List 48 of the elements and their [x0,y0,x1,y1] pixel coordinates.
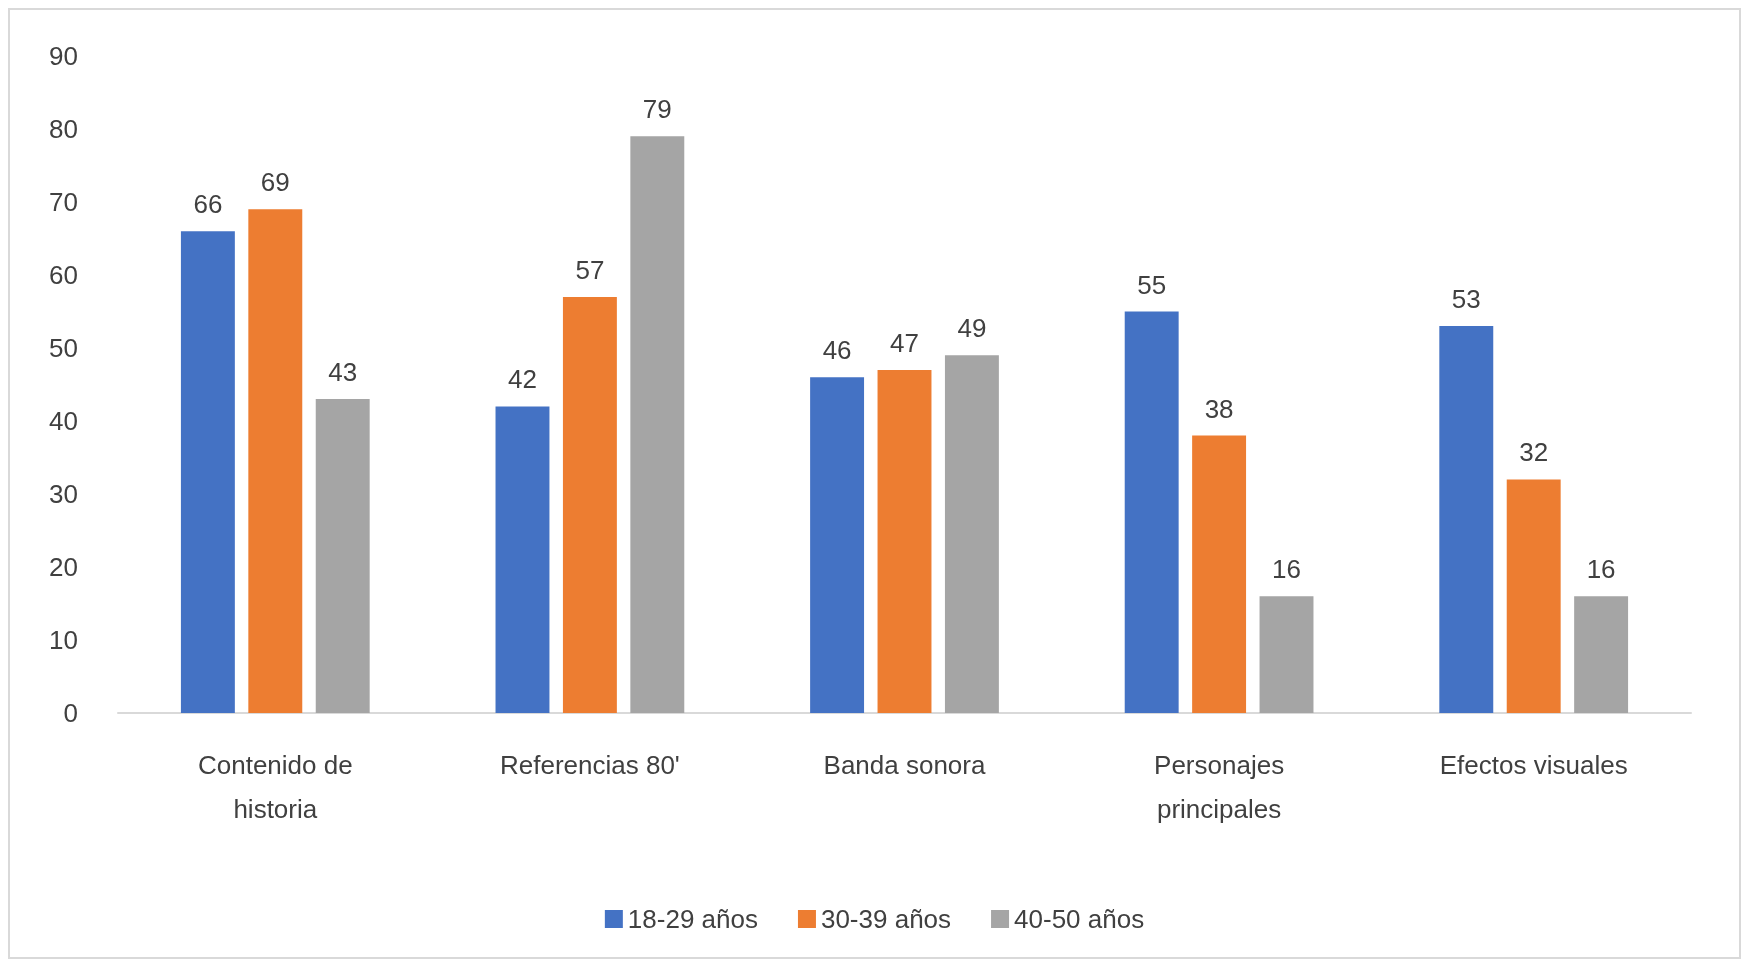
bar [630,136,685,713]
bar [1259,596,1314,713]
data-label: 43 [328,357,358,388]
bar [562,296,617,713]
bar [1192,435,1247,713]
bar [495,406,550,713]
data-label: 47 [890,327,919,358]
y-tick-label: 20 [49,552,78,582]
y-tick-label: 50 [49,333,78,363]
data-label: 32 [1519,437,1549,468]
y-tick-label: 40 [49,406,78,436]
bar [180,231,235,713]
data-label: 69 [260,167,290,198]
data-label: 46 [822,335,852,366]
y-tick-label: 80 [49,114,78,144]
x-tick-label: Efectos visuales [1439,750,1628,780]
legend-label: 40-50 años [1014,904,1145,934]
y-tick-label: 90 [49,41,78,71]
y-tick-label: 30 [49,479,78,509]
data-label: 38 [1204,393,1234,424]
bar [810,377,865,713]
x-tick-label: Personajes principales [1154,750,1285,824]
x-tick-label: Contenido de historia [197,750,353,824]
bar [1574,596,1629,713]
bar [1124,311,1179,713]
bar [944,355,999,713]
x-tick-label: Referencias 80' [499,750,680,780]
y-tick-label: 10 [49,625,78,655]
bar [248,209,303,713]
data-label: 53 [1451,284,1481,315]
y-tick-label: 60 [49,260,78,290]
x-tick-label: Banda sonora [823,750,986,780]
data-label: 16 [1272,554,1301,585]
bar [1506,479,1561,713]
legend-label: 30-39 años [820,904,952,934]
data-label: 66 [193,189,223,220]
bar [1439,326,1494,713]
bar [315,399,370,713]
data-label: 57 [575,254,605,285]
data-label: 79 [642,94,672,125]
data-label: 55 [1137,269,1167,300]
data-label: 42 [508,364,537,395]
bar [877,369,932,713]
legend-label: 18-29 años [627,904,758,934]
y-tick-label: 0 [63,698,78,728]
y-tick-label: 70 [49,187,78,217]
data-label: 49 [957,313,987,344]
data-label: 16 [1586,554,1616,585]
